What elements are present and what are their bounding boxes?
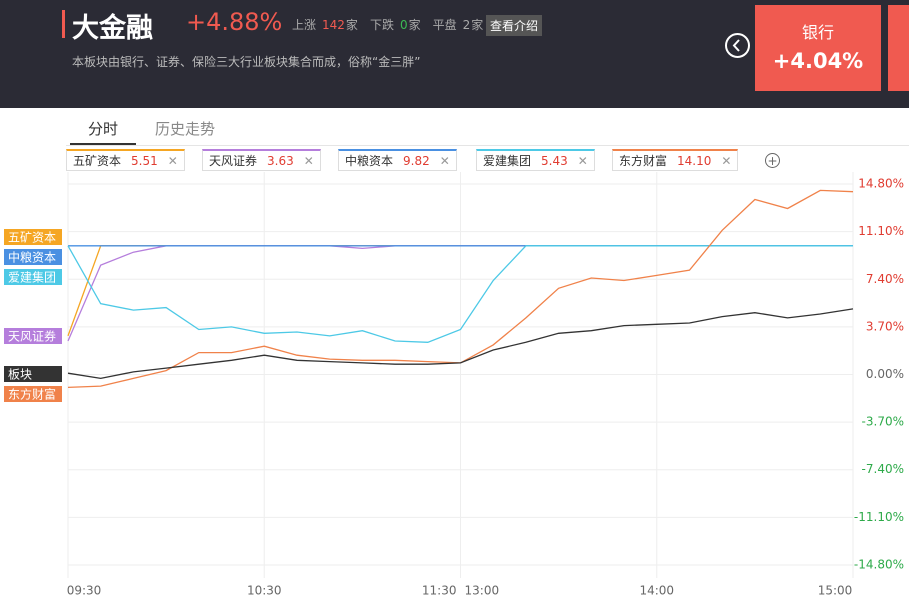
side-label: 中粮资本 bbox=[8, 250, 56, 265]
next-card[interactable] bbox=[888, 5, 909, 91]
stock-chip[interactable]: 五矿资本 5.51 ✕ bbox=[66, 149, 185, 171]
stat: 平盘 2家 bbox=[433, 18, 484, 32]
stats: 上涨 142家 下跌 0家 平盘 2家 bbox=[292, 16, 495, 33]
chip-close[interactable]: ✕ bbox=[577, 154, 588, 168]
chip-close[interactable]: ✕ bbox=[303, 154, 314, 168]
x-tick-label: 14:00 bbox=[639, 584, 674, 598]
stat-label: 下跌 bbox=[369, 18, 394, 32]
x-tick-label: 15:00 bbox=[818, 584, 853, 598]
y-tick-label: 11.10% bbox=[858, 224, 904, 238]
tab[interactable]: 分时 bbox=[88, 120, 119, 138]
stock-chip[interactable]: 天风证券 3.63 ✕ bbox=[202, 149, 321, 171]
side-label: 板块 bbox=[8, 368, 32, 382]
stock-chip[interactable]: 爱建集团 5.43 ✕ bbox=[476, 149, 595, 171]
stat: 下跌 0家 bbox=[370, 18, 421, 32]
side-label-bg bbox=[4, 249, 62, 265]
side-label: 爱建集团 bbox=[8, 270, 56, 285]
x-tick-label: 09:30 bbox=[67, 584, 102, 598]
divider bbox=[66, 145, 909, 146]
x-tick-label: 11:30 bbox=[422, 584, 457, 598]
y-tick-label: -11.10% bbox=[854, 510, 904, 524]
stock-chip[interactable]: 东方财富 14.10 ✕ bbox=[612, 149, 739, 171]
side-label: 五矿资本 bbox=[8, 231, 56, 245]
chip-price: 3.63 bbox=[267, 154, 294, 168]
chip-name: 中粮资本 bbox=[345, 154, 394, 168]
stat-unit: 家 bbox=[408, 18, 421, 32]
series-line bbox=[67, 245, 853, 343]
tab-underline bbox=[70, 143, 136, 145]
stat-unit: 家 bbox=[471, 18, 484, 32]
y-tick-label: 7.40% bbox=[866, 272, 904, 286]
series-line bbox=[67, 308, 854, 380]
chip-price: 5.51 bbox=[131, 154, 158, 168]
stat-count: 142 bbox=[322, 18, 345, 32]
y-tick-label: 3.70% bbox=[866, 319, 904, 333]
side-label-bg bbox=[4, 386, 62, 402]
arrow-icon bbox=[732, 39, 740, 52]
tab[interactable]: 历史走势 bbox=[155, 120, 216, 138]
chip-name: 天风证券 bbox=[209, 154, 258, 168]
y-tick-label: 0.00% bbox=[866, 367, 904, 381]
description: 本板块由银行、证券、保险三大行业板块集合而成，俗称“金三胖” bbox=[72, 55, 421, 69]
chip-close[interactable]: ✕ bbox=[167, 154, 178, 168]
change: +4.88% bbox=[186, 8, 283, 36]
card-name: 银行 bbox=[801, 23, 834, 42]
side-label: 东方财富 bbox=[8, 387, 56, 402]
accent-bar bbox=[62, 10, 65, 38]
stat-label: 平盘 bbox=[432, 18, 457, 32]
x-tick-label: 10:30 bbox=[247, 584, 282, 598]
chip-name: 爱建集团 bbox=[483, 154, 532, 168]
chip-price: 5.43 bbox=[541, 154, 568, 168]
stock-chip[interactable]: 中粮资本 9.82 ✕ bbox=[338, 149, 457, 171]
side-label-bg bbox=[4, 366, 62, 382]
stat: 上涨 142家 bbox=[292, 18, 358, 32]
side-label-bg bbox=[4, 328, 62, 344]
chip-price: 14.10 bbox=[677, 154, 712, 168]
chip-close[interactable]: ✕ bbox=[439, 154, 450, 168]
intro-button[interactable]: 查看介绍 bbox=[486, 15, 543, 36]
card-change: +4.04% bbox=[772, 49, 864, 73]
y-tick-label: -14.80% bbox=[854, 557, 904, 571]
stat-label: 上涨 bbox=[292, 18, 317, 32]
chip-name: 东方财富 bbox=[619, 154, 668, 168]
chip-price: 9.82 bbox=[403, 154, 430, 168]
add-button[interactable]: + bbox=[765, 153, 780, 168]
stat-count: 0 bbox=[399, 18, 408, 32]
side-label-bg bbox=[4, 269, 62, 285]
chip-name: 五矿资本 bbox=[73, 154, 122, 168]
prev-button[interactable] bbox=[725, 33, 750, 58]
y-tick-label: -3.70% bbox=[862, 415, 904, 429]
chip-close[interactable]: ✕ bbox=[721, 154, 732, 168]
side-label-bg bbox=[4, 229, 62, 245]
side-label: 天风证券 bbox=[8, 329, 56, 344]
y-tick-label: -7.40% bbox=[862, 462, 904, 476]
stat-count: 2 bbox=[462, 18, 471, 32]
title: 大金融 bbox=[72, 13, 153, 44]
stat-unit: 家 bbox=[345, 18, 358, 32]
y-tick-label: 14.80% bbox=[858, 177, 904, 191]
x-tick-label: 13:00 bbox=[465, 584, 500, 598]
sector-card[interactable]: 银行 +4.04% bbox=[755, 5, 881, 91]
